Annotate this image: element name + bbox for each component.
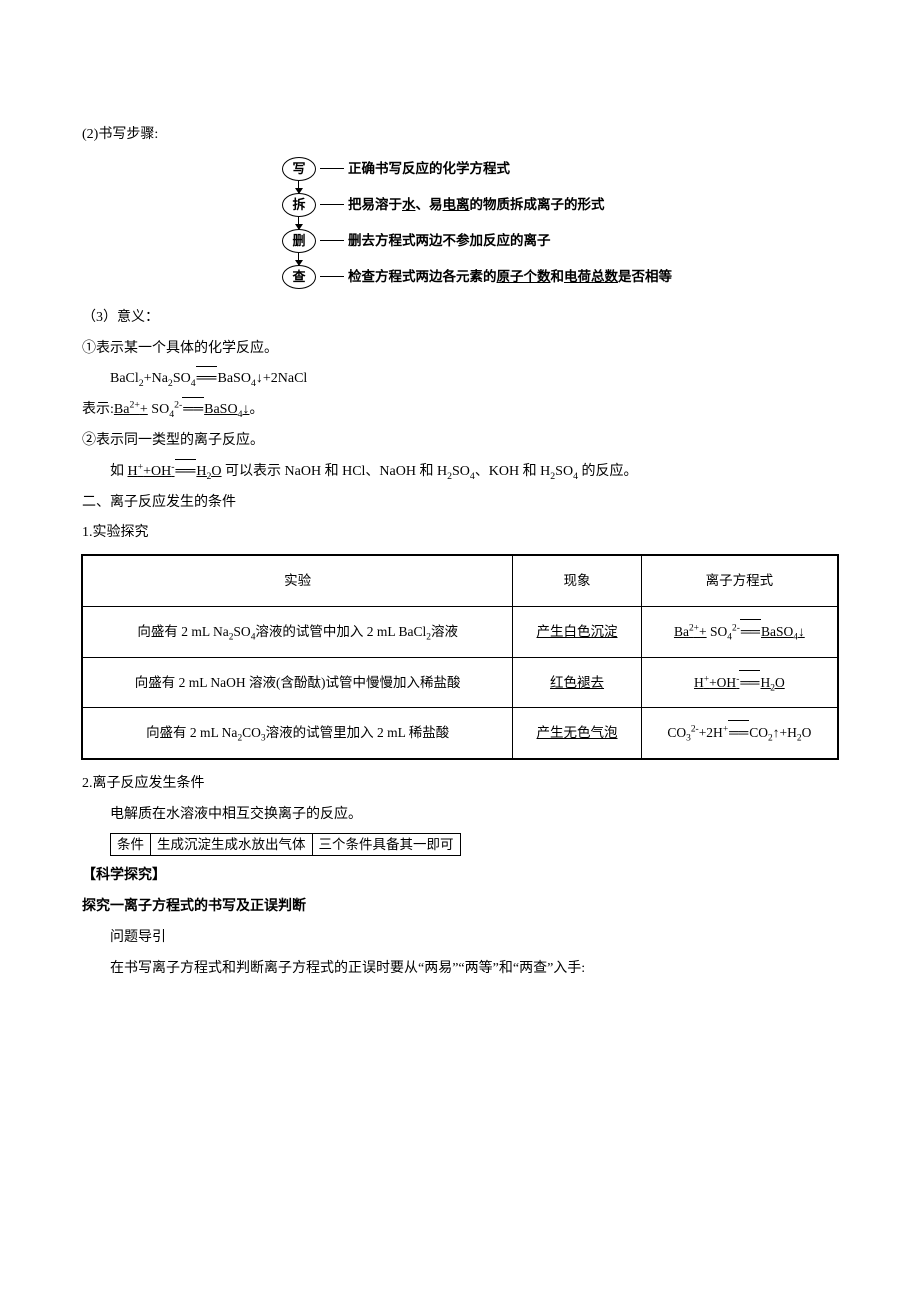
cell-experiment: 向盛有 2 mL NaOH 溶液(含酚酞)试管中慢慢加入稀盐酸 (83, 657, 513, 708)
flow-step: 写 正确书写反应的化学方程式 (282, 157, 838, 181)
flow-step: 拆 把易溶于水、易电离的物质拆成离子的形式 (282, 193, 838, 217)
th-experiment: 实验 (83, 556, 513, 607)
cell-experiment: 向盛有 2 mL Na2SO4溶液的试管中加入 2 mL BaCl2溶液 (83, 606, 513, 657)
cell-equation: CO32-+2H+══CO2↑+H2O (641, 708, 837, 759)
flow-label: 删去方程式两边不参加反应的离子 (348, 232, 551, 250)
flow-connector (320, 204, 344, 205)
section-2-2-line: 电解质在水溶液中相互交换离子的反应。 (82, 800, 838, 831)
flow-label: 把易溶于水、易电离的物质拆成离子的形式 (348, 196, 605, 214)
cell-equation: Ba2++ SO42-══BaSO4↓ (641, 606, 837, 657)
flow-node: 删 (282, 229, 316, 253)
box-cell: 条件 (111, 834, 150, 856)
heading-meaning: （3）意义： (82, 303, 838, 334)
flow-arrow-down (282, 217, 314, 229)
meaning-2-suffix: 可以表示 NaOH 和 HCl、NaOH 和 H2SO4、KOH 和 H2SO4… (222, 464, 638, 479)
cell-phenomenon: 红色褪去 (513, 657, 641, 708)
flow-node: 查 (282, 265, 316, 289)
cell-equation: H++OH-══H2O (641, 657, 837, 708)
table-row: 向盛有 2 mL Na2CO3溶液的试管里加入 2 mL 稀盐酸产生无色气泡CO… (83, 708, 838, 759)
cell-phenomenon: 产生白色沉淀 (513, 606, 641, 657)
prefix-ru: 如 (110, 464, 128, 479)
flow-connector (320, 168, 344, 169)
experiment-table: 实验 现象 离子方程式 向盛有 2 mL Na2SO4溶液的试管中加入 2 mL… (82, 555, 838, 759)
flow-node: 拆 (282, 193, 316, 217)
section-2-2: 2.离子反应发生条件 (82, 769, 838, 800)
table-header-row: 实验 现象 离子方程式 (83, 556, 838, 607)
box-cell: 三个条件具备其一即可 (313, 834, 460, 856)
flow-step: 删 删去方程式两边不参加反应的离子 (282, 229, 838, 253)
condition-boxline-wrap: 条件生成沉淀生成水放出气体三个条件具备其一即可 (82, 831, 838, 862)
th-equation: 离子方程式 (641, 556, 837, 607)
flow-label: 正确书写反应的化学方程式 (348, 160, 510, 178)
meaning-1-represent: 表示:Ba2++ SO42-══BaSO4↓。 (82, 395, 838, 426)
explore-1-line: 在书写离子方程式和判断离子方程式的正误时要从“两易”“两等”和“两查”入手: (82, 954, 838, 985)
section-2-1: 1.实验探究 (82, 518, 838, 549)
explore-1-title: 探究一离子方程式的书写及正误判断 (82, 892, 838, 923)
explore-1-subtitle: 问题导引 (82, 923, 838, 954)
flow-step: 查 检查方程式两边各元素的原子个数和电荷总数是否相等 (282, 265, 838, 289)
flow-node: 写 (282, 157, 316, 181)
meaning-2-line: 如 H++OH-══H2O 可以表示 NaOH 和 HCl、NaOH 和 H2S… (82, 457, 838, 488)
cell-experiment: 向盛有 2 mL Na2CO3溶液的试管里加入 2 mL 稀盐酸 (83, 708, 513, 759)
table-row: 向盛有 2 mL NaOH 溶液(含酚酞)试管中慢慢加入稀盐酸红色褪去H++OH… (83, 657, 838, 708)
document-page: (2)书写步骤: 写 正确书写反应的化学方程式拆 把易溶于水、易电离的物质拆成离子的… (0, 0, 920, 1302)
flow-connector (320, 276, 344, 277)
condition-boxline: 条件生成沉淀生成水放出气体三个条件具备其一即可 (110, 833, 461, 857)
science-explore-title: 【科学探究】 (82, 861, 838, 892)
th-phenomenon: 现象 (513, 556, 641, 607)
flow-label: 检查方程式两边各元素的原子个数和电荷总数是否相等 (348, 268, 672, 286)
flow-arrow-down (282, 181, 314, 193)
label-represent: 表示: (82, 402, 114, 417)
meaning-1: ①表示某一个具体的化学反应。 (82, 334, 838, 365)
box-cell: 生成沉淀生成水放出气体 (151, 834, 312, 856)
heading-steps: (2)书写步骤: (82, 120, 838, 151)
flow-arrow-down (282, 253, 314, 265)
table-body: 向盛有 2 mL Na2SO4溶液的试管中加入 2 mL BaCl2溶液产生白色… (83, 606, 838, 758)
flowchart: 写 正确书写反应的化学方程式拆 把易溶于水、易电离的物质拆成离子的形式删 删去方程式两… (282, 157, 838, 289)
period: 。 (249, 402, 263, 417)
table-row: 向盛有 2 mL Na2SO4溶液的试管中加入 2 mL BaCl2溶液产生白色… (83, 606, 838, 657)
cell-phenomenon: 产生无色气泡 (513, 708, 641, 759)
flow-connector (320, 240, 344, 241)
section-2-title: 二、离子反应发生的条件 (82, 488, 838, 519)
meaning-2: ②表示同一类型的离子反应。 (82, 426, 838, 457)
meaning-1-equation: BaCl2+Na2SO4══BaSO4↓+2NaCl (82, 364, 838, 395)
